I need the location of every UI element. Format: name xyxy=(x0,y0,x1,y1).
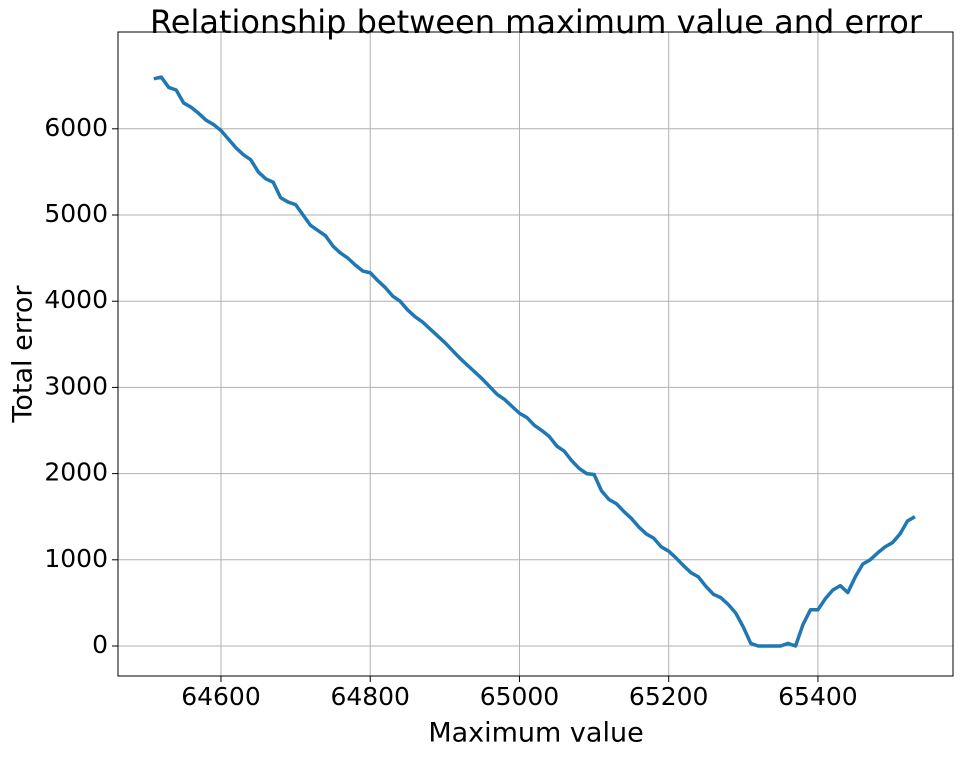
y-tick-label: 2000 xyxy=(44,458,108,487)
y-tick-label: 5000 xyxy=(44,199,108,228)
y-tick-label: 0 xyxy=(92,630,108,659)
x-tick-label: 64800 xyxy=(330,682,410,711)
y-tick-label: 4000 xyxy=(44,285,108,314)
chart-title: Relationship between maximum value and e… xyxy=(150,3,923,41)
y-axis-label: Total error xyxy=(8,285,39,424)
x-tick-label: 64600 xyxy=(181,682,261,711)
y-tick-label: 1000 xyxy=(44,544,108,573)
x-tick-label: 65200 xyxy=(629,682,709,711)
plot-frame xyxy=(117,31,954,677)
data-line xyxy=(153,75,916,648)
y-tick-label: 6000 xyxy=(44,113,108,142)
y-tick-label: 3000 xyxy=(44,371,108,400)
x-tick-label: 65000 xyxy=(480,682,560,711)
x-axis-label: Maximum value xyxy=(428,718,643,749)
x-tick-label: 65400 xyxy=(778,682,858,711)
